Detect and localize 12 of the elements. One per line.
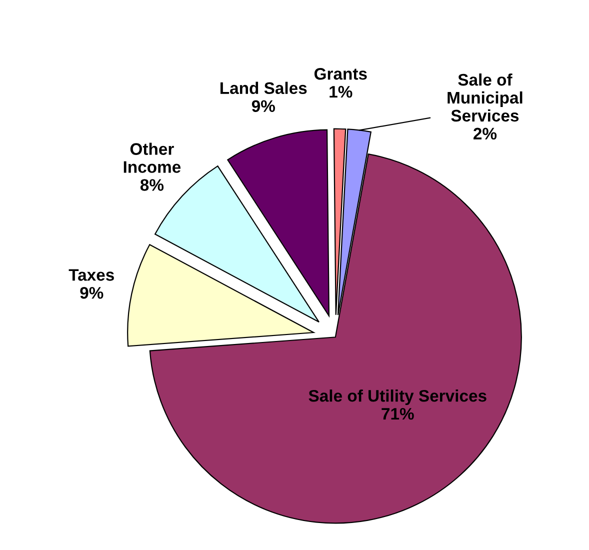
slice-label: Grants: [314, 68, 367, 80]
data-label: 8%: [140, 179, 164, 191]
slice-label: Other Income: [124, 142, 181, 173]
slice-label: Sale of Municipal Services: [448, 73, 522, 122]
slice-label: Taxes: [68, 269, 114, 281]
data-label: 2%: [474, 128, 497, 140]
data-label: 9%: [80, 286, 104, 299]
slice-label: Sale of Utility Services: [308, 390, 486, 406]
data-label: 71%: [382, 408, 414, 420]
data-label: 1%: [330, 86, 352, 98]
data-label: 9%: [252, 100, 275, 112]
slice-label: Land Sales: [220, 82, 307, 94]
